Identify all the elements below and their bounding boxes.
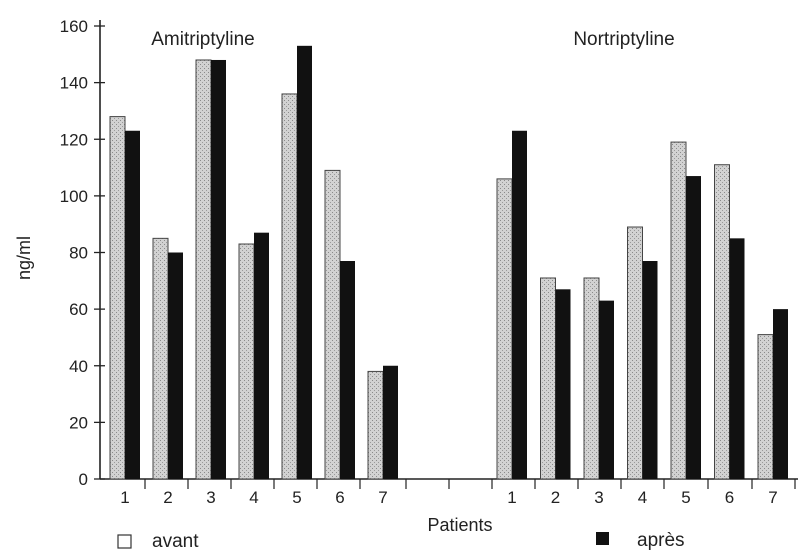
bar-avant [195,59,212,480]
y-axis-title: ng/ml [14,236,34,280]
x-axis-title: Patients [427,515,492,535]
bar-apres [512,130,527,479]
x-tick-label: 5 [292,488,301,507]
bar-apres [125,130,140,479]
group-title: Nortriptyline [573,29,674,50]
bar-apres [686,176,701,479]
legend-swatch-avant [117,534,132,549]
bar-avant [238,243,255,480]
bar-apres [729,238,745,479]
x-tick-label: 3 [594,488,603,507]
bar-avant [757,334,774,480]
bar-avant [583,277,600,480]
bar-avant [281,93,298,480]
x-tick-label: 3 [206,488,215,507]
bar-avant [670,141,687,480]
bars [109,45,788,480]
x-tick-label: 2 [163,488,172,507]
y-tick-label: 60 [69,300,88,319]
x-tick-label: 7 [768,488,777,507]
bar-apres [211,59,226,479]
y-tick-label: 0 [79,470,88,489]
y-tick-label: 160 [60,17,88,36]
y-tick-label: 140 [60,74,88,93]
y-tick-label: 100 [60,187,88,206]
x-tick-label: 7 [378,488,387,507]
y-tick-label: 80 [69,244,88,263]
bar-avant [627,226,643,480]
y-tick-label: 120 [60,130,88,149]
bar-apres [555,289,571,479]
bar-apres [168,252,183,479]
bar-avant [367,370,384,480]
bar-apres [340,260,355,479]
bar-apres [383,365,398,479]
bar-apres [254,232,269,479]
x-tick-label: 2 [551,488,560,507]
x-tick-label: 4 [249,488,258,507]
bar-avant [109,116,126,480]
bar-avant [714,164,730,480]
legend-label-apres: après [637,530,685,551]
legend: avant après [117,530,685,552]
x-tick-label: 4 [638,488,647,507]
y-tick-label: 40 [69,357,88,376]
legend-label-avant: avant [152,531,199,552]
bar-avant [496,178,513,480]
x-tick-label: 6 [335,488,344,507]
legend-swatch-apres [596,532,609,545]
group-title: Amitriptyline [151,29,254,50]
x-tick-label: 1 [507,488,516,507]
x-tick-label: 5 [681,488,690,507]
bar-apres [297,45,312,479]
bar-apres [642,260,658,479]
bar-avant [540,277,556,480]
bar-avant [152,237,169,480]
bar-apres [599,300,614,479]
bar-avant [324,169,341,480]
x-tick-label: 6 [725,488,734,507]
x-tick-label: 1 [120,488,129,507]
labels: 0 20 40 60 80 100 120 140 160 Amitriptyline 1 2 3 4 5 6… [60,17,778,507]
y-tick-label: 20 [69,413,88,432]
bar-apres [773,309,788,479]
